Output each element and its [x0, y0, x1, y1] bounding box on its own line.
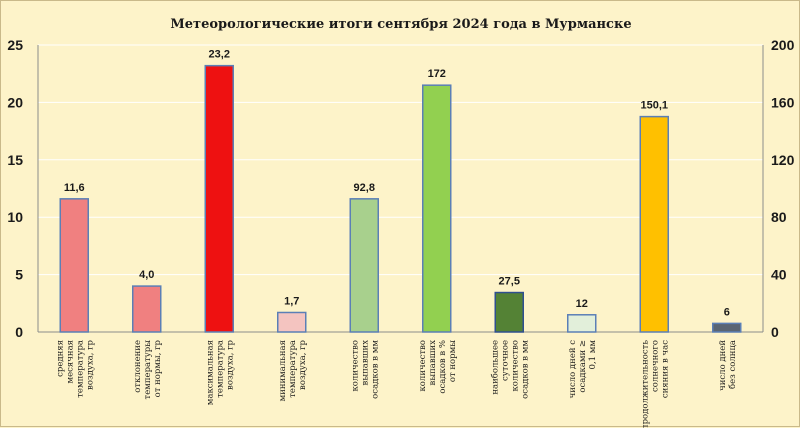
- category-label-line: отклонение: [133, 340, 143, 393]
- category-label-line: воздуха, гр: [225, 339, 235, 389]
- category-label-line: осадков в мм: [520, 340, 530, 399]
- y-right-tick-label: 80: [771, 209, 787, 225]
- category-label-line: воздуха, гр: [298, 339, 308, 389]
- category-label-line: осадков в мм: [370, 340, 380, 399]
- bar: [712, 322, 742, 333]
- bar: [639, 115, 669, 333]
- category-label-line: число дней с: [568, 340, 578, 399]
- bar: [567, 314, 597, 333]
- category-label-line: воздуха, гр: [85, 339, 95, 389]
- data-label: 1,7: [284, 295, 299, 307]
- bar: [494, 291, 524, 333]
- bar: [59, 198, 89, 333]
- data-label: 23,2: [209, 49, 230, 61]
- bars: [59, 64, 742, 333]
- data-label: 150,1: [640, 100, 668, 112]
- chart-title: Метеорологические итоги сентября 2024 го…: [170, 17, 631, 32]
- y-right-tick-label: 120: [771, 152, 795, 168]
- y-right-tick-label: 200: [771, 37, 795, 53]
- data-label: 4,0: [139, 269, 154, 281]
- y-left-tick-label: 0: [15, 324, 23, 340]
- category-label-line: максимальная: [205, 340, 215, 405]
- category-label-line: наибольшее: [489, 340, 500, 395]
- data-label: 12: [576, 298, 588, 310]
- bar: [204, 64, 234, 333]
- category-label-line: сияния в час: [660, 340, 670, 398]
- category-label-line: температура: [215, 340, 225, 398]
- category-label-line: осадков в %: [438, 340, 448, 394]
- category-label-line: количество: [510, 340, 520, 392]
- bar: [132, 285, 162, 333]
- data-label: 27,5: [499, 276, 520, 288]
- data-label: 92,8: [354, 182, 375, 194]
- category-labels: средняя месячная температура воздуха, гр отк…: [55, 339, 738, 428]
- y-left-tick-label: 15: [7, 152, 23, 168]
- data-label: 172: [428, 68, 446, 80]
- category-label-line: выпавших: [360, 340, 370, 386]
- data-label: 11,6: [64, 182, 85, 194]
- category-label-line: осадками ≥: [578, 340, 588, 393]
- data-labels: 11,6 4,0 23,2 1,7 92,8 172 27,5 12 150,1 6: [64, 49, 730, 319]
- category-label-line: выпавших: [428, 340, 438, 386]
- category-label-line: количество: [418, 340, 428, 392]
- y-left-tick-label: 20: [7, 94, 23, 110]
- category-label-line: месячная: [65, 340, 75, 383]
- category-label-line: температуры: [143, 340, 153, 400]
- category-label-line: от нормы, гр: [153, 339, 163, 397]
- category-label-line: температура: [288, 340, 298, 398]
- axis-ticks: 0 5 10 15 20 25 0 40 80 120 160 200: [7, 37, 794, 340]
- category-label-line: без солнца: [727, 340, 738, 389]
- category-label-line: температура: [75, 340, 85, 398]
- bar: [422, 84, 452, 333]
- y-left-tick-label: 10: [7, 209, 23, 225]
- bar: [277, 311, 307, 333]
- category-label-line: от нормы: [448, 340, 458, 382]
- category-label-line: количество: [350, 340, 360, 392]
- bar: [349, 198, 379, 333]
- y-right-tick-label: 0: [771, 324, 779, 340]
- category-label-line: солнечного: [650, 340, 660, 392]
- category-label-line: средняя: [55, 340, 65, 377]
- y-right-tick-label: 40: [771, 267, 787, 283]
- category-label-line: число дней: [718, 340, 728, 391]
- category-label-line: 0,1 мм: [588, 340, 598, 370]
- category-label-line: продолжительность: [640, 340, 650, 428]
- category-label-line: суточное: [500, 340, 510, 381]
- y-right-tick-label: 160: [771, 94, 795, 110]
- y-left-tick-label: 5: [15, 267, 23, 283]
- y-left-tick-label: 25: [7, 37, 23, 53]
- category-label-line: минимальная: [278, 340, 288, 401]
- data-label: 6: [724, 306, 730, 318]
